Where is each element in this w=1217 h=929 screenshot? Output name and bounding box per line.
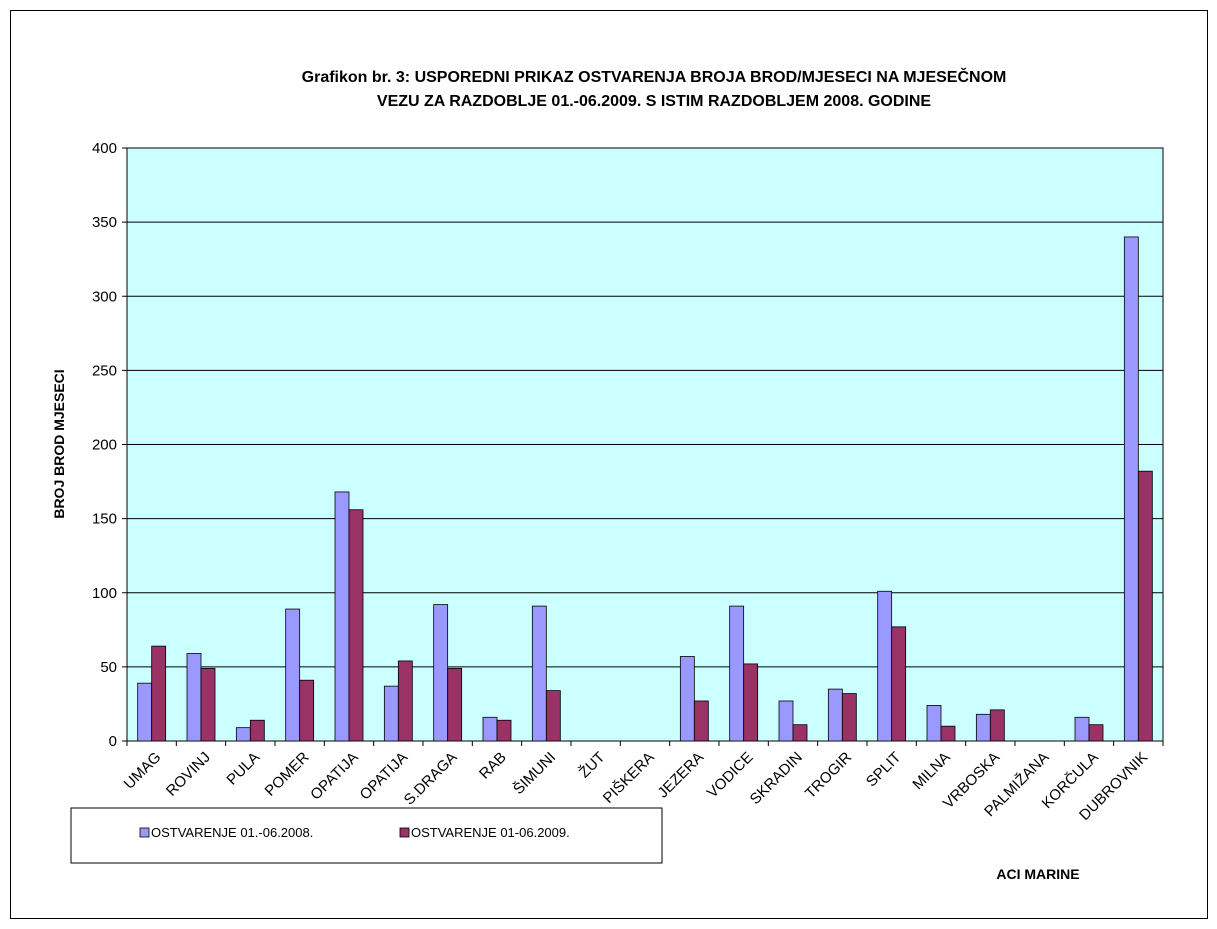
bar-2008 [433, 604, 449, 742]
y-axis-title: BROJ BROD MJESECI [51, 369, 67, 518]
bar-2009 [743, 663, 759, 742]
x-tick-label: ŠIMUNI [510, 749, 559, 798]
bar-2009 [841, 693, 857, 742]
y-tick-label: 350 [92, 214, 117, 231]
bar-2009 [989, 709, 1005, 742]
bar-2009 [348, 509, 364, 742]
y-tick-label: 300 [92, 288, 117, 305]
legend-label-2009: OSTVARENJE 01-06.2009. [411, 825, 570, 840]
y-tick-label: 0 [109, 733, 117, 750]
y-tick-label: 400 [92, 140, 117, 157]
bar-2008 [778, 700, 794, 742]
bar-2009 [249, 719, 265, 742]
x-tick-label: JEZERA [654, 749, 707, 802]
y-tick-label: 150 [92, 511, 117, 528]
legend-swatch-2008 [139, 827, 150, 838]
bar-2008 [926, 705, 942, 742]
bar-2009 [545, 690, 561, 742]
bar-2008 [186, 653, 202, 742]
bars [137, 236, 1153, 742]
bar-2008 [334, 491, 350, 742]
bar-2009 [299, 679, 315, 742]
chart-title-line-1: Grafikon br. 3: USPOREDNI PRIKAZ OSTVARE… [302, 67, 1007, 86]
x-tick-label: POMER [262, 749, 313, 800]
bar-2009 [397, 660, 413, 742]
bar-2008 [877, 590, 893, 742]
y-tick-label: 250 [92, 362, 117, 379]
x-tick-label: RAB [476, 749, 510, 783]
bar-2009 [447, 667, 463, 742]
x-tick-label: SPLIT [863, 749, 904, 790]
bar-2008 [975, 713, 991, 742]
x-tick-label: MILNA [909, 749, 953, 793]
bar-2008 [137, 682, 153, 742]
bar-2009 [1088, 724, 1104, 742]
y-axis-ticks: 0 50 100 150 200 250 300 350 400 [92, 140, 127, 750]
bar-2009 [940, 725, 956, 742]
bar-2008 [235, 727, 251, 742]
chart-title-line-2: VEZU ZA RAZDOBLJE 01.-06.2009. S ISTIM R… [377, 93, 932, 110]
bar-2008 [531, 605, 547, 742]
bar-2008 [827, 688, 843, 742]
bar-2009 [200, 667, 216, 742]
x-tick-label: UMAG [121, 749, 165, 793]
bar-2009 [151, 645, 167, 742]
y-tick-label: 100 [92, 585, 117, 602]
legend-label-2008: OSTVARENJE 01.-06.2008. [151, 825, 313, 840]
bar-2009 [496, 719, 512, 742]
bar-2008 [729, 605, 745, 742]
x-tick-label: TROGIR [802, 749, 855, 802]
x-tick-label: ŽUT [576, 749, 609, 782]
bar-2008 [1123, 236, 1139, 742]
x-tick-label: PIŠKERA [600, 749, 658, 807]
bar-2009 [891, 626, 907, 742]
x-tick-label: S.DRAGA [401, 749, 461, 809]
legend-swatch-2009 [399, 827, 410, 838]
x-tick-label: OPATIJA [307, 749, 362, 804]
x-tick-label: SKRADIN [747, 749, 806, 808]
x-tick-label: ROVINJ [163, 749, 214, 800]
gridlines [127, 147, 1163, 668]
bar-2008 [285, 608, 301, 742]
bar-2008 [679, 656, 695, 742]
bar-2009 [693, 700, 709, 742]
x-tick-label: PULA [223, 749, 263, 789]
legend-box [70, 807, 663, 864]
bar-2009 [1137, 470, 1153, 742]
y-tick-label: 200 [92, 437, 117, 454]
bar-2008 [383, 685, 399, 742]
bar-2008 [482, 716, 498, 742]
bar-2008 [1074, 716, 1090, 742]
bar-2009 [792, 724, 808, 742]
y-tick-label: 50 [100, 659, 117, 676]
x-axis-title: ACI MARINE [996, 866, 1079, 882]
legend: OSTVARENJE 01.-06.2008. OSTVARENJE 01-06… [70, 807, 663, 864]
